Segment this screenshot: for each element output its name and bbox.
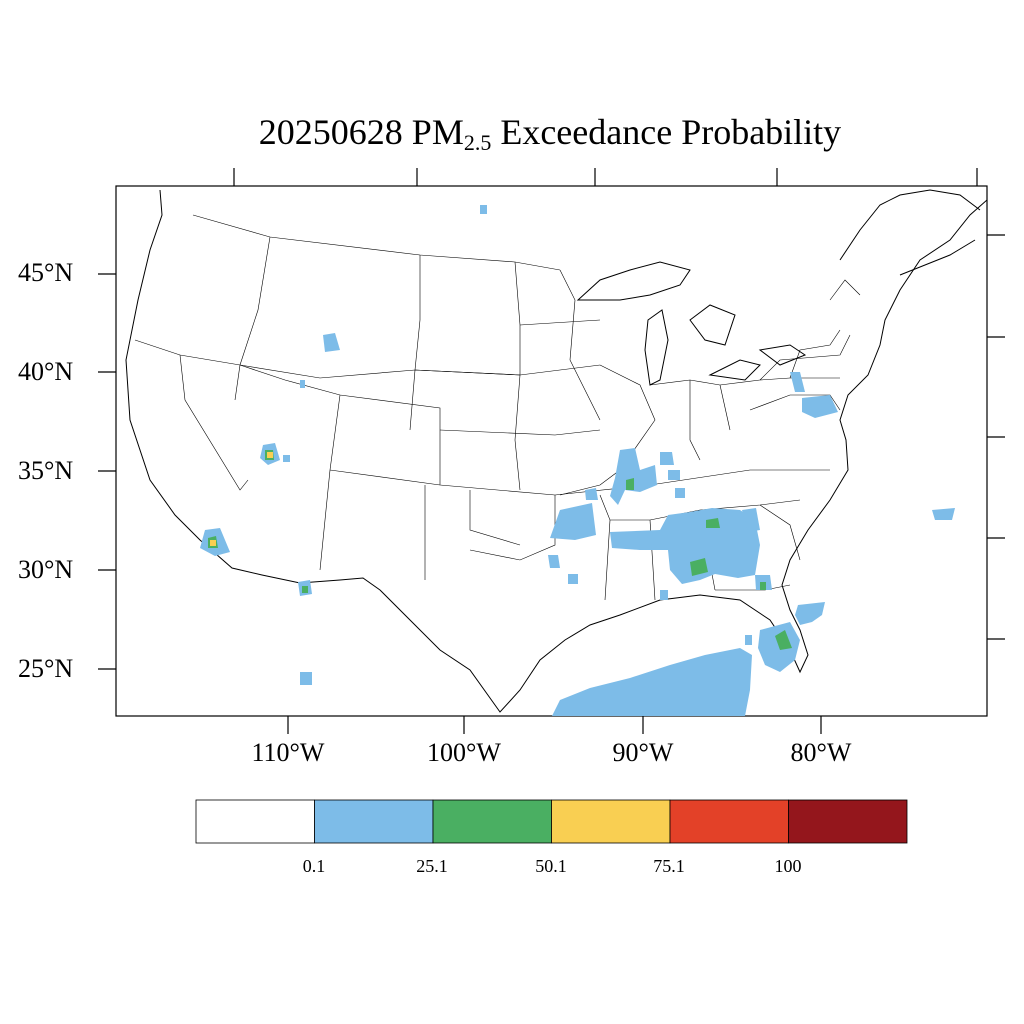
colorbar-swatch-4 [669, 799, 789, 844]
title-prefix: 20250628 PM [258, 112, 464, 152]
lat-label-45: 45°N [18, 258, 74, 287]
lon-label-110: 110°W [251, 738, 325, 767]
lat-label-25: 25°N [18, 654, 74, 683]
left-ticks [98, 273, 116, 670]
prob-yellow [210, 452, 273, 546]
colorbar-swatch-0 [195, 799, 315, 844]
bottom-ticks [287, 716, 822, 734]
colorbar-swatch-5 [788, 799, 908, 844]
colorbar-swatch-1 [314, 799, 434, 844]
map-frame [115, 185, 988, 717]
lon-label-90: 90°W [612, 738, 674, 767]
lon-label-100: 100°W [427, 738, 501, 767]
map-title: 20250628 PM2.5 Exceedance Probability [0, 110, 1024, 154]
prob-blue [200, 205, 955, 716]
colorbar-label-1: 25.1 [416, 856, 448, 876]
colorbar-swatch-2 [432, 799, 552, 844]
colorbar-swatch-3 [551, 799, 671, 844]
colorbar [195, 799, 908, 844]
colorbar-label-3: 75.1 [653, 856, 685, 876]
lat-label-35: 35°N [18, 456, 74, 485]
colorbar-label-0: 0.1 [302, 856, 326, 876]
great-lakes [576, 261, 807, 386]
title-subscript: 2.5 [463, 130, 492, 155]
lon-label-80: 80°W [790, 738, 852, 767]
lat-label-40: 40°N [18, 357, 74, 386]
top-ticks [233, 168, 978, 186]
right-ticks [987, 234, 1005, 640]
colorbar-label-4: 100 [774, 856, 802, 876]
canada-coast [839, 189, 981, 276]
title-suffix: Exceedance Probability [491, 112, 842, 152]
lat-label-30: 30°N [18, 555, 74, 584]
colorbar-label-2: 50.1 [535, 856, 567, 876]
